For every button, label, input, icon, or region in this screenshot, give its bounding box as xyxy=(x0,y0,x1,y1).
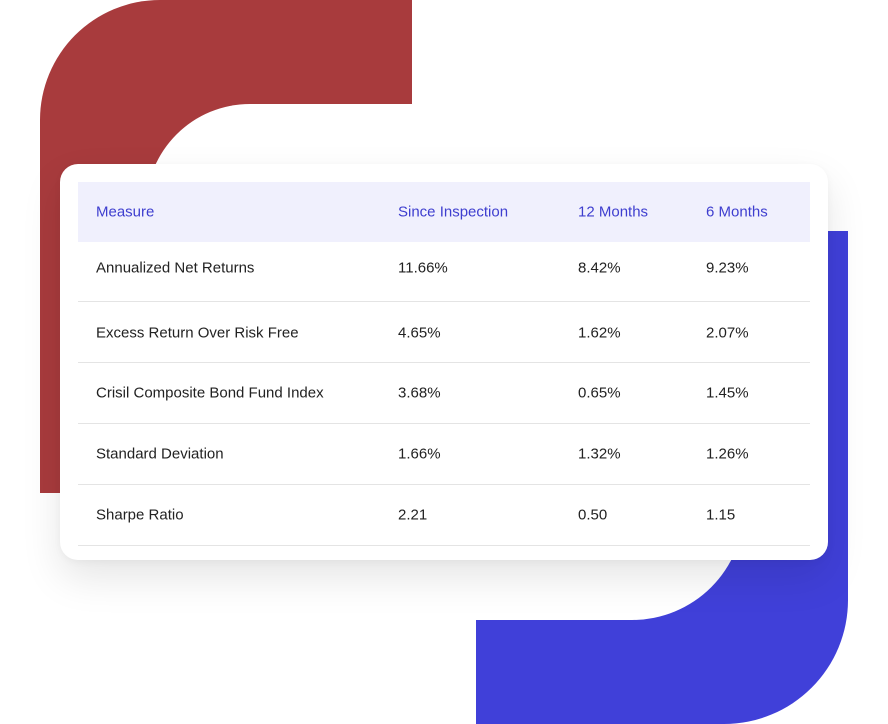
row-12-months-value: 8.42% xyxy=(578,259,621,277)
table-header-row: Measure Since Inspection 12 Months 6 Mon… xyxy=(78,182,810,242)
row-since-inspection-value: 1.66% xyxy=(398,445,441,463)
performance-table: Measure Since Inspection 12 Months 6 Mon… xyxy=(78,182,810,546)
row-measure-label: Standard Deviation xyxy=(96,445,224,463)
row-measure-label: Crisil Composite Bond Fund Index xyxy=(96,384,324,402)
table-row: Sharpe Ratio 2.21 0.50 1.15 xyxy=(78,485,810,546)
row-12-months-value: 1.32% xyxy=(578,445,621,463)
row-measure-label: Excess Return Over Risk Free xyxy=(96,324,299,342)
performance-card: Measure Since Inspection 12 Months 6 Mon… xyxy=(60,164,828,560)
row-6-months-value: 1.15 xyxy=(706,506,736,524)
table-row: Excess Return Over Risk Free 4.65% 1.62%… xyxy=(78,302,810,363)
header-12-months: 12 Months xyxy=(578,203,649,221)
row-since-inspection-value: 11.66% xyxy=(398,259,448,277)
row-since-inspection-value: 4.65% xyxy=(398,324,441,342)
row-measure-label: Sharpe Ratio xyxy=(96,506,184,524)
row-6-months-value: 1.45% xyxy=(706,384,749,402)
row-12-months-value: 0.50 xyxy=(578,506,608,524)
table-row: Crisil Composite Bond Fund Index 3.68% 0… xyxy=(78,363,810,424)
table-row: Annualized Net Returns 11.66% 8.42% 9.23… xyxy=(78,242,810,302)
header-since-inspection: Since Inspection xyxy=(398,203,509,221)
row-since-inspection-value: 2.21 xyxy=(398,506,428,524)
row-since-inspection-value: 3.68% xyxy=(398,384,441,402)
row-measure-label: Annualized Net Returns xyxy=(96,259,255,277)
header-measure: Measure xyxy=(96,203,155,221)
row-6-months-value: 9.23% xyxy=(706,259,749,277)
header-6-months: 6 Months xyxy=(706,203,768,221)
row-12-months-value: 0.65% xyxy=(578,384,621,402)
row-6-months-value: 1.26% xyxy=(706,445,749,463)
row-6-months-value: 2.07% xyxy=(706,324,749,342)
row-12-months-value: 1.62% xyxy=(578,324,621,342)
table-row: Standard Deviation 1.66% 1.32% 1.26% xyxy=(78,424,810,485)
